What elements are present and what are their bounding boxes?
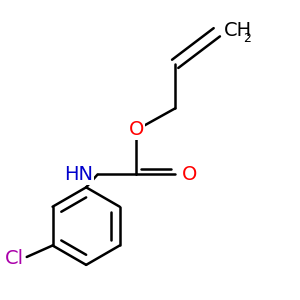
Text: O: O [182,165,198,184]
Text: O: O [129,120,144,140]
Text: HN: HN [64,165,93,184]
Text: Cl: Cl [5,249,24,268]
Text: CH: CH [224,21,252,40]
Text: 2: 2 [244,32,251,45]
